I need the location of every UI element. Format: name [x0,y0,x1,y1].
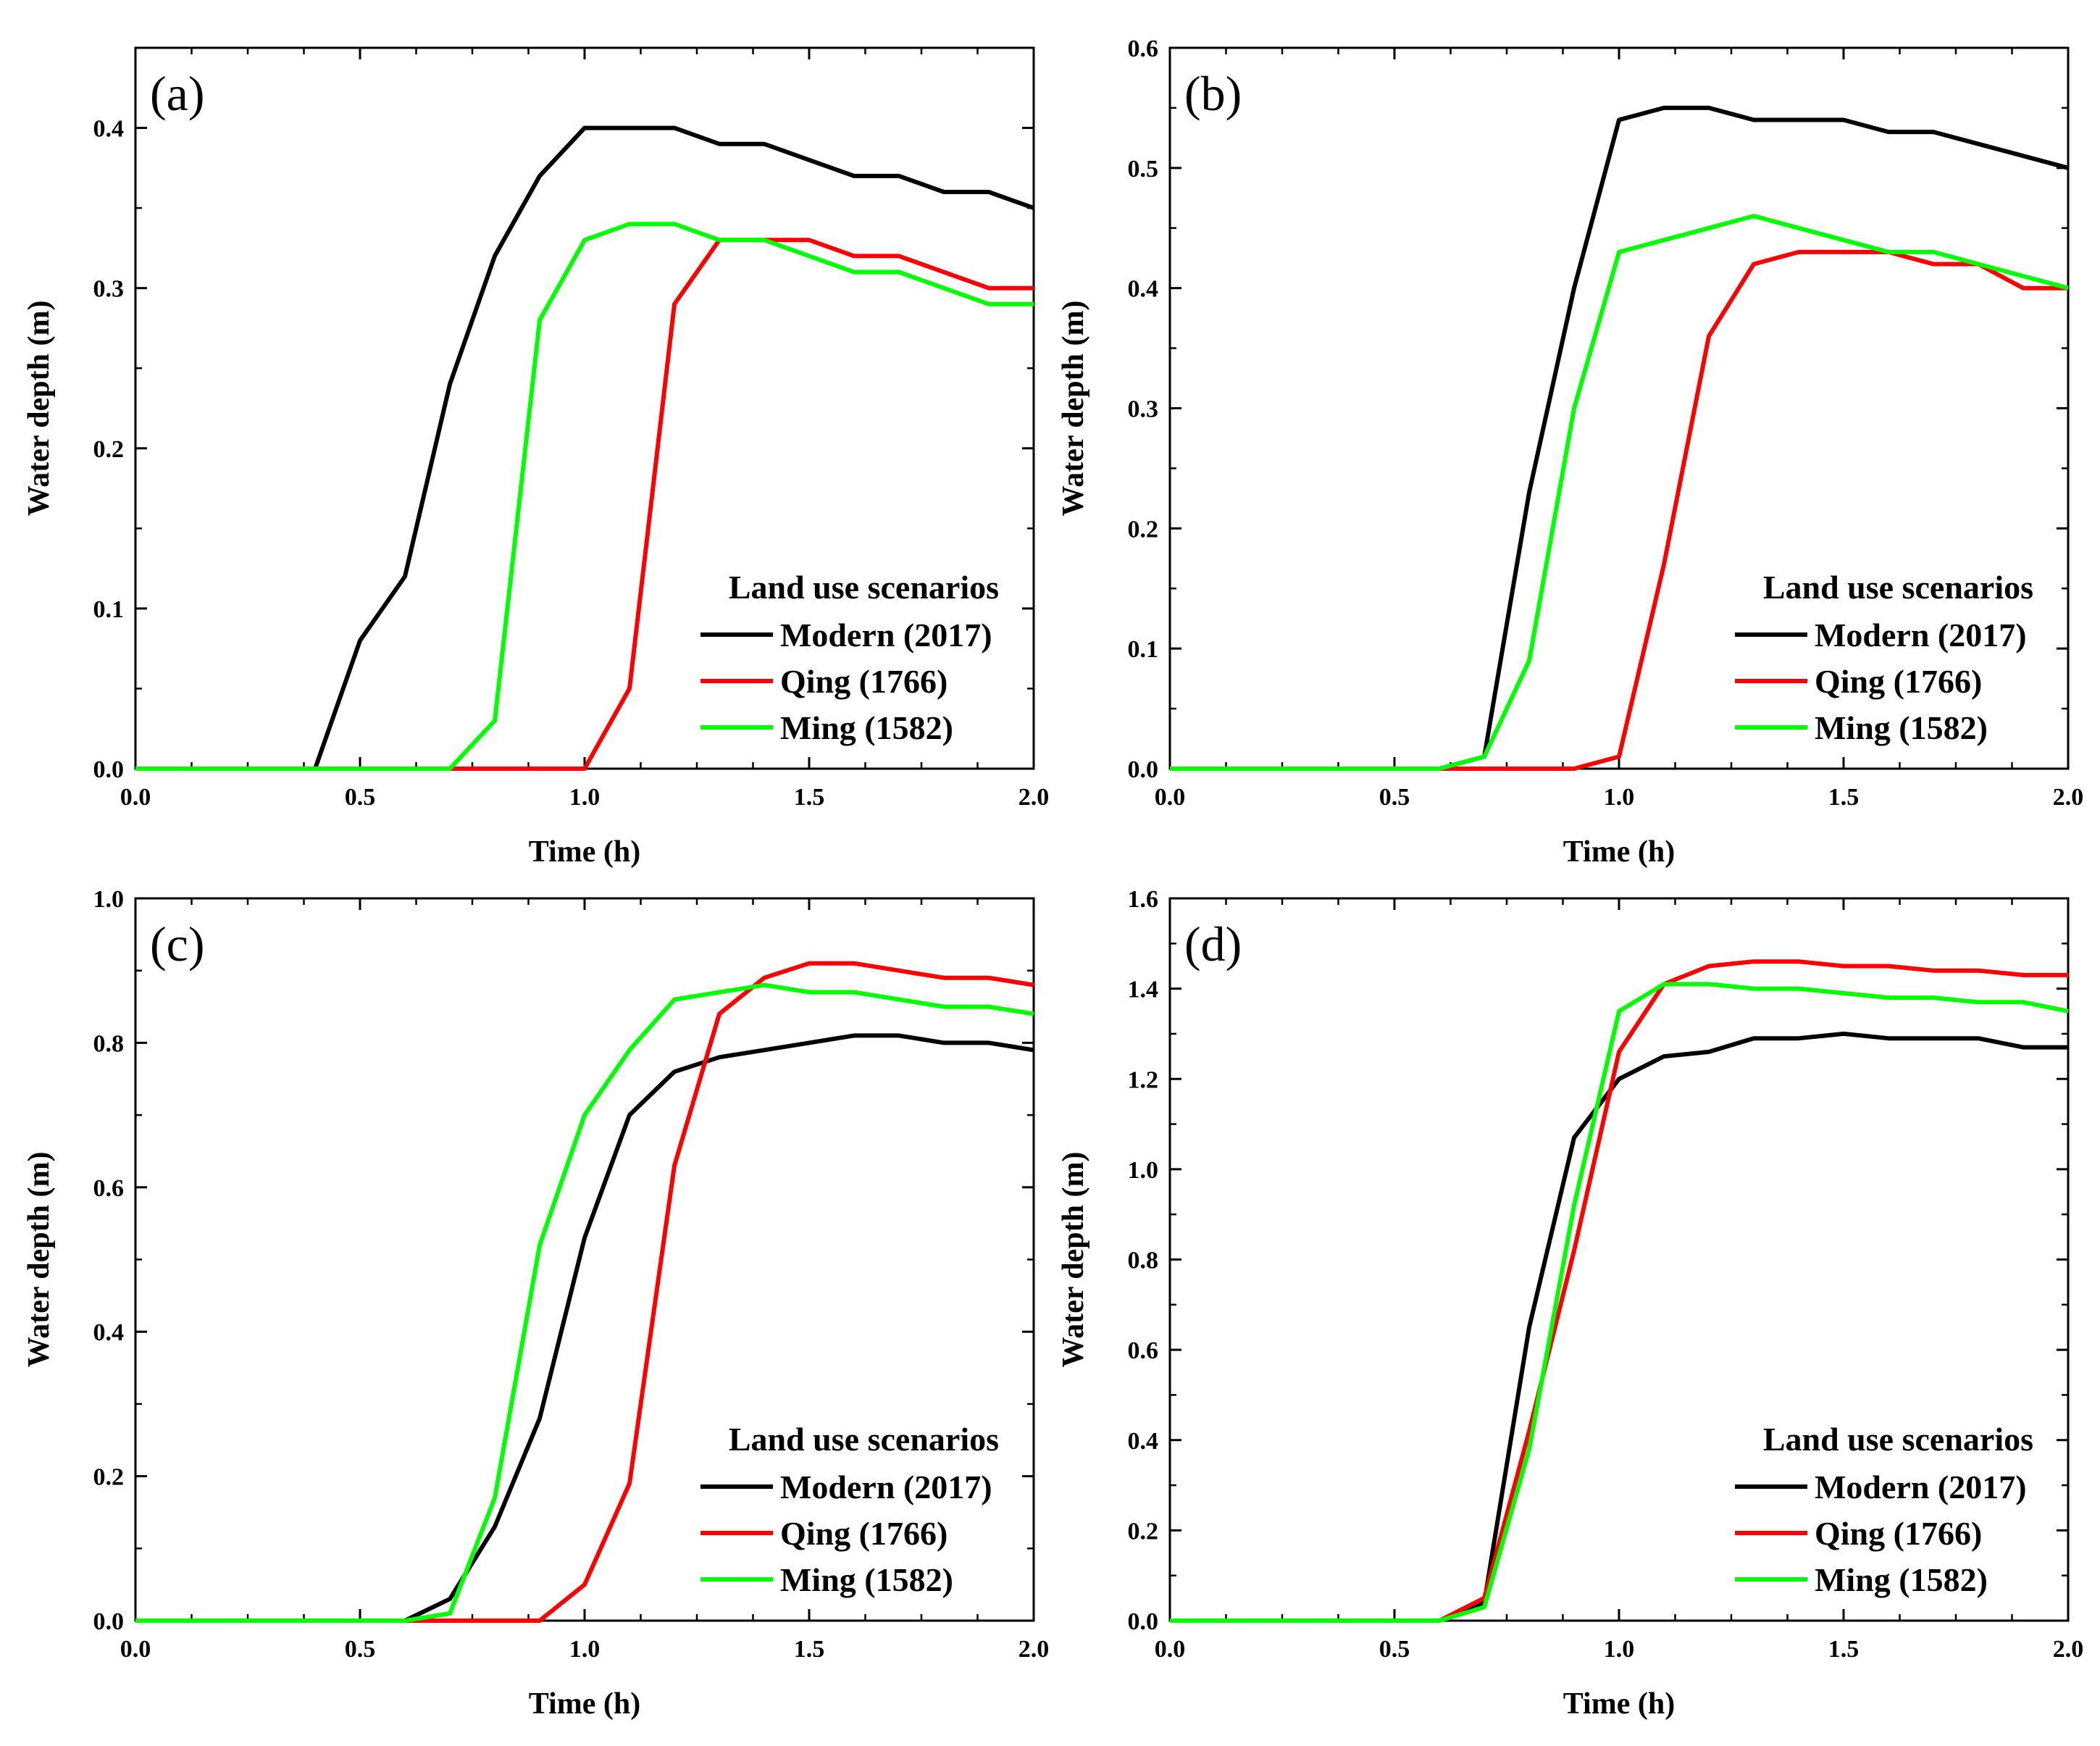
legend-label: Modern (2017) [780,617,992,653]
y-tick-label: 0.1 [1128,636,1159,663]
y-tick-label: 0.0 [1128,1608,1159,1635]
chart-panel-b: 0.0 0.5 1.0 1.5 2.0 0.0 0.1 0.2 0.3 0.4 0.5 0.6 Time… [1057,35,2083,869]
y-tick-label: 1.4 [1128,977,1159,1003]
x-tick-label: 1.5 [1828,784,1860,811]
legend-label: Qing (1766) [780,1515,947,1552]
x-tick-label: 0.0 [1155,784,1186,811]
x-tick-label: 1.5 [794,784,825,811]
y-tick-label: 1.0 [1128,1157,1159,1184]
legend-label: Qing (1766) [1815,663,1982,700]
y-tick-label: 0.8 [93,1030,125,1057]
x-axis-title: Time (h) [1563,835,1675,869]
panel-label: (b) [1184,66,1242,121]
legend-label: Ming (1582) [1815,709,1988,746]
x-axis-title: Time (h) [529,1687,640,1721]
legend-title: Land use scenarios [729,569,999,606]
y-tick-label: 1.2 [1128,1066,1159,1093]
x-tick-label: 1.0 [1604,784,1635,811]
y-tick-label: 0.1 [93,596,125,623]
x-tick-label: 1.0 [569,1636,601,1663]
legend-label: Modern (2017) [1815,617,2027,653]
legend-label: Qing (1766) [780,663,947,700]
chart-panel-d: 0.0 0.5 1.0 1.5 2.0 0.0 0.2 0.4 0.6 0.8 1.0 1.2 1.4 1… [1057,886,2083,1721]
y-tick-label: 0.2 [1128,516,1159,543]
y-axis-title: Water depth (m) [22,1152,56,1368]
x-tick-label: 0.0 [120,784,151,811]
panel-label: (c) [150,916,204,972]
y-axis-title: Water depth (m) [22,301,56,517]
legend-title: Land use scenarios [729,1421,999,1458]
legend-label: Ming (1582) [780,1561,953,1598]
y-tick-label: 0.2 [93,436,125,463]
y-tick-label: 0.4 [1128,1428,1159,1455]
y-tick-label: 0.4 [93,1319,125,1346]
x-tick-label: 2.0 [1018,1636,1050,1663]
legend-label: Qing (1766) [1815,1515,1982,1552]
y-tick-label: 1.0 [93,886,125,913]
legend-label: Modern (2017) [780,1469,992,1505]
y-tick-label: 0.3 [93,276,125,303]
y-axis-title: Water depth (m) [1057,301,1090,517]
y-tick-label: 0.6 [1128,35,1159,62]
x-tick-label: 1.5 [794,1636,825,1663]
panel-label: (d) [1184,916,1242,972]
legend-label: Modern (2017) [1815,1469,2027,1505]
x-tick-label: 0.0 [120,1636,151,1663]
y-tick-label: 0.0 [93,1608,125,1635]
legend-label: Ming (1582) [1815,1561,1988,1598]
x-axis-title: Time (h) [1563,1687,1675,1721]
y-axis-title: Water depth (m) [1057,1152,1090,1368]
y-tick-label: 0.2 [93,1464,125,1491]
y-tick-label: 0.5 [1128,156,1159,183]
y-tick-label: 0.4 [93,116,125,143]
series-line-ming [135,222,1034,771]
y-tick-label: 0.8 [1128,1248,1159,1274]
chart-panel-a: 0.0 0.5 1.0 1.5 2.0 0.0 0.1 0.2 0.3 0.4 Time (h) Wa… [22,46,1050,869]
x-tick-label: 2.0 [2053,1636,2084,1663]
series-line-ming [1170,214,2069,771]
x-tick-label: 2.0 [2053,784,2084,811]
x-axis-title: Time (h) [529,835,640,869]
y-tick-label: 1.6 [1128,886,1159,913]
y-tick-label: 0.0 [1128,756,1159,783]
y-tick-label: 0.3 [1128,396,1159,423]
y-tick-label: 0.6 [1128,1337,1159,1364]
y-tick-label: 0.4 [1128,276,1159,303]
chart-panel-c: 0.0 0.5 1.0 1.5 2.0 0.0 0.2 0.4 0.6 0.8 1.0 Time (h… [22,886,1049,1721]
legend-label: Ming (1582) [780,709,953,746]
x-tick-label: 0.5 [1379,784,1410,811]
x-tick-label: 1.0 [1604,1636,1635,1663]
legend-title: Land use scenarios [1763,569,2033,606]
x-tick-label: 2.0 [1018,784,1050,811]
x-tick-label: 0.5 [345,784,376,811]
panel-label: (a) [150,66,204,121]
x-tick-label: 1.5 [1828,1636,1860,1663]
x-tick-label: 1.0 [569,784,601,811]
y-tick-label: 0.0 [93,756,125,783]
x-tick-label: 0.5 [1379,1636,1410,1663]
series-line-ming [1170,982,2069,1623]
x-tick-label: 0.5 [345,1636,376,1663]
x-tick-label: 0.0 [1155,1636,1186,1663]
legend-title: Land use scenarios [1763,1421,2033,1458]
y-tick-label: 0.2 [1128,1518,1159,1545]
y-tick-label: 0.6 [93,1175,125,1202]
series-line-ming [135,982,1034,1623]
